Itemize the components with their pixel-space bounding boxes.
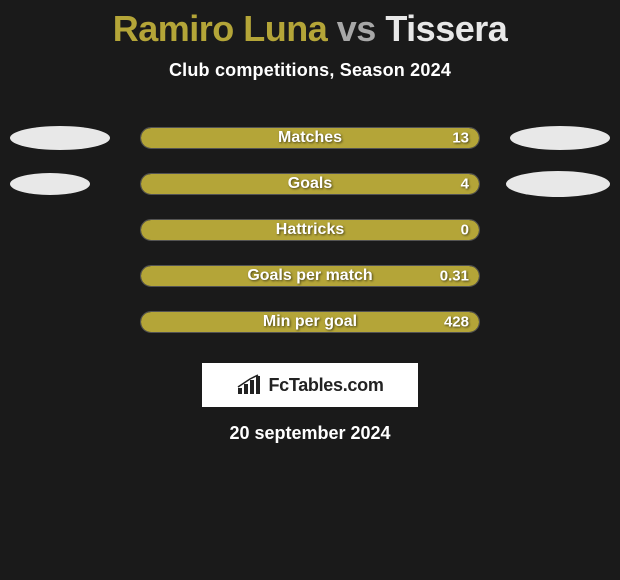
stat-label: Min per goal xyxy=(263,313,357,331)
bar-chart-icon xyxy=(236,374,262,396)
stat-label: Hattricks xyxy=(276,221,344,239)
page-title: Ramiro Luna vs Tissera xyxy=(0,0,620,50)
title-player1: Ramiro Luna xyxy=(113,8,328,49)
comparison-chart: Matches 13 Goals 4 Hattricks 0 Goals per… xyxy=(0,115,620,345)
stat-row: Matches 13 xyxy=(0,115,620,161)
stat-row: Goals 4 xyxy=(0,161,620,207)
stat-bar-track: Min per goal 428 xyxy=(140,311,480,333)
stat-row: Goals per match 0.31 xyxy=(0,253,620,299)
stat-bar-track: Goals 4 xyxy=(140,173,480,195)
stat-label: Goals per match xyxy=(247,267,372,285)
brand-text: FcTables.com xyxy=(268,375,383,396)
stat-row: Hattricks 0 xyxy=(0,207,620,253)
player1-marker-ellipse xyxy=(10,173,90,195)
player2-marker-ellipse xyxy=(510,126,610,150)
player1-marker-ellipse xyxy=(10,126,110,150)
stat-bar-track: Matches 13 xyxy=(140,127,480,149)
subtitle: Club competitions, Season 2024 xyxy=(0,60,620,81)
stat-value: 4 xyxy=(461,176,469,193)
stat-value: 13 xyxy=(452,130,469,147)
title-player2: Tissera xyxy=(385,8,507,49)
stat-value: 0 xyxy=(461,222,469,239)
player2-marker-ellipse xyxy=(506,171,610,197)
stat-bar-track: Hattricks 0 xyxy=(140,219,480,241)
brand-badge: FcTables.com xyxy=(202,363,418,407)
title-vs: vs xyxy=(337,8,376,49)
stat-label: Goals xyxy=(288,175,332,193)
stat-value: 0.31 xyxy=(440,268,469,285)
stat-value: 428 xyxy=(444,314,469,331)
date-text: 20 september 2024 xyxy=(0,423,620,444)
stat-label: Matches xyxy=(278,129,342,147)
stat-row: Min per goal 428 xyxy=(0,299,620,345)
stat-bar-track: Goals per match 0.31 xyxy=(140,265,480,287)
